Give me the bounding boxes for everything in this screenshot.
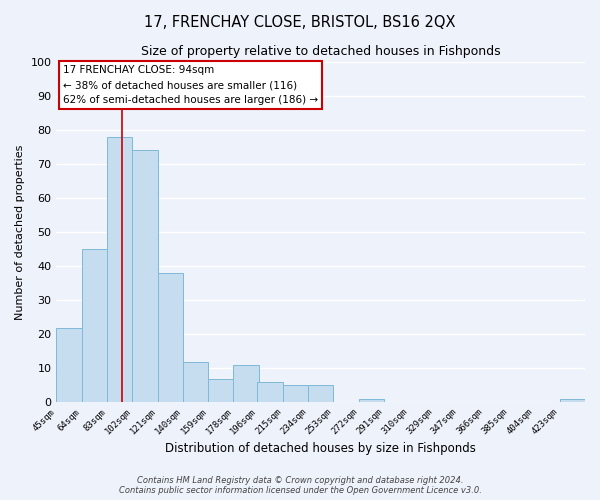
Bar xyxy=(283,386,308,402)
Bar xyxy=(233,365,259,403)
Bar xyxy=(257,382,283,402)
X-axis label: Distribution of detached houses by size in Fishponds: Distribution of detached houses by size … xyxy=(165,442,476,455)
Bar xyxy=(183,362,208,403)
Bar xyxy=(359,399,384,402)
Bar xyxy=(208,378,233,402)
Bar xyxy=(133,150,158,402)
Bar xyxy=(158,273,183,402)
Bar xyxy=(82,249,107,402)
Bar xyxy=(107,137,133,402)
Bar xyxy=(56,328,82,402)
Bar xyxy=(308,386,334,402)
Bar xyxy=(560,399,585,402)
Title: Size of property relative to detached houses in Fishponds: Size of property relative to detached ho… xyxy=(141,45,500,58)
Y-axis label: Number of detached properties: Number of detached properties xyxy=(15,144,25,320)
Text: 17, FRENCHAY CLOSE, BRISTOL, BS16 2QX: 17, FRENCHAY CLOSE, BRISTOL, BS16 2QX xyxy=(144,15,456,30)
Text: 17 FRENCHAY CLOSE: 94sqm
← 38% of detached houses are smaller (116)
62% of semi-: 17 FRENCHAY CLOSE: 94sqm ← 38% of detach… xyxy=(63,66,318,105)
Text: Contains HM Land Registry data © Crown copyright and database right 2024.
Contai: Contains HM Land Registry data © Crown c… xyxy=(119,476,481,495)
